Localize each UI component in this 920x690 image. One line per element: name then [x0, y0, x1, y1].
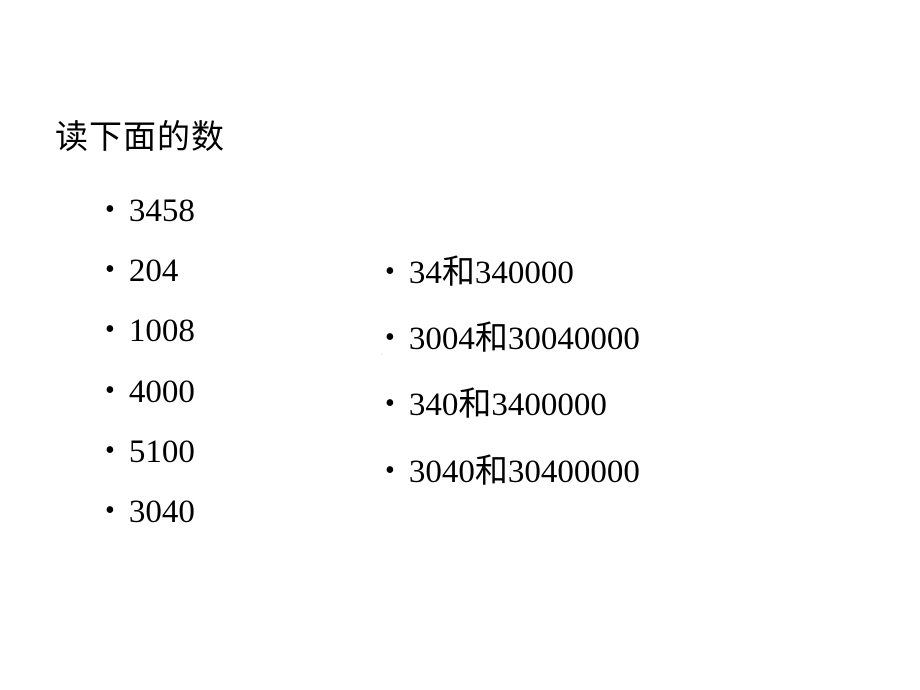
- bullet-icon: •: [105, 188, 115, 233]
- bullet-icon: •: [385, 449, 395, 494]
- bullet-icon: •: [105, 308, 115, 353]
- slide-container: 读下面的数 . • 3458 • 204 • 1008 • 4000 • 510…: [0, 0, 920, 690]
- list-item: • 3040: [105, 489, 195, 535]
- bullet-icon: •: [385, 316, 395, 361]
- list-item-text: 3040: [129, 489, 195, 535]
- watermark-text: .: [380, 342, 384, 358]
- list-item-text: 3004和30040000: [409, 316, 640, 362]
- list-item: • 5100: [105, 429, 195, 475]
- list-item-text: 1008: [129, 308, 195, 354]
- list-item-text: 34和340000: [409, 250, 574, 296]
- bullet-icon: •: [385, 250, 395, 295]
- list-item-text: 3458: [129, 188, 195, 234]
- list-item: • 3004和30040000: [385, 316, 640, 362]
- left-list: • 3458 • 204 • 1008 • 4000 • 5100 • 3040: [105, 188, 195, 549]
- slide-title: 读下面的数: [55, 110, 225, 158]
- bullet-icon: •: [105, 489, 115, 534]
- list-item-text: 4000: [129, 369, 195, 415]
- list-item-text: 3040和30400000: [409, 449, 640, 495]
- list-item: • 204: [105, 248, 195, 294]
- bullet-icon: •: [105, 248, 115, 293]
- bullet-icon: •: [385, 382, 395, 427]
- bullet-icon: •: [105, 369, 115, 414]
- bullet-icon: •: [105, 429, 115, 474]
- list-item: • 3040和30400000: [385, 449, 640, 495]
- list-item: • 3458: [105, 188, 195, 234]
- list-item: • 4000: [105, 369, 195, 415]
- list-item: • 1008: [105, 308, 195, 354]
- list-item-text: 340和3400000: [409, 382, 607, 428]
- right-list: • 34和340000 • 3004和30040000 • 340和340000…: [385, 250, 640, 515]
- list-item-text: 204: [129, 248, 179, 294]
- list-item-text: 5100: [129, 429, 195, 475]
- list-item: • 340和3400000: [385, 382, 640, 428]
- list-item: • 34和340000: [385, 250, 640, 296]
